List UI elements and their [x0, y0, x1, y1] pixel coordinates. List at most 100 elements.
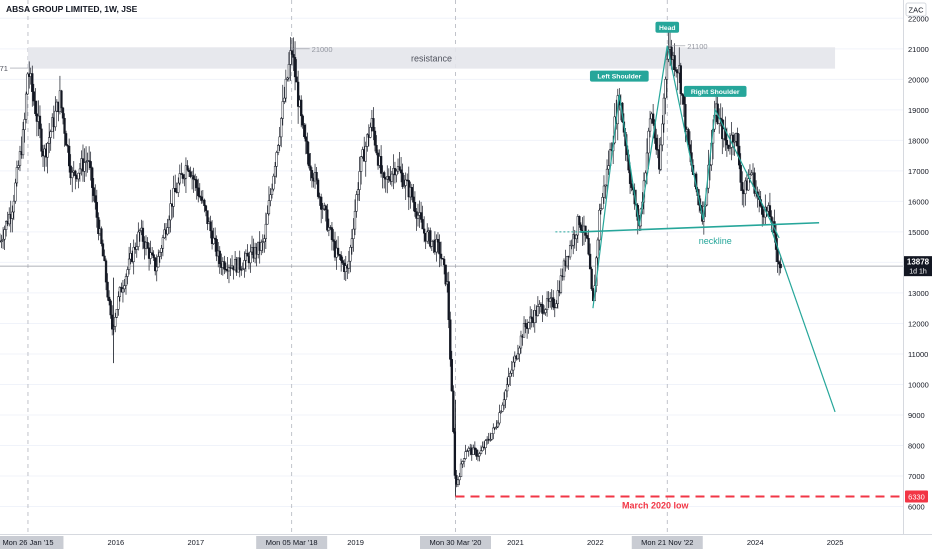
candle-body [605, 168, 609, 186]
pattern-badge-label: Right Shoulder [691, 89, 740, 96]
candle-body [277, 145, 280, 153]
candle-body [439, 253, 443, 259]
candle-body [727, 144, 730, 149]
candle-body [203, 199, 206, 207]
candle-body [576, 216, 579, 236]
candle-body [776, 249, 779, 262]
candle-body [157, 256, 160, 268]
candle-body [741, 182, 744, 191]
candle-body [187, 169, 191, 173]
candle-body [462, 458, 466, 462]
candle-body [768, 205, 772, 217]
candle-body [356, 189, 360, 195]
candle-body [260, 242, 263, 251]
candle-body [155, 266, 158, 272]
time-tick-label: Mon 05 Mar '18 [266, 538, 318, 547]
candle-body [212, 237, 215, 244]
time-tick-label: 2024 [747, 538, 764, 547]
candle-body [456, 479, 460, 485]
candle-body [527, 322, 530, 329]
time-axis[interactable]: Mon 26 Jan '15 2016 2017 Mon 05 Mar '18 2019… [0, 536, 843, 549]
candle-body [516, 353, 520, 360]
time-tick-label: 2021 [507, 538, 524, 547]
candle-body [495, 426, 498, 428]
candle-body [215, 239, 218, 257]
candle-body [475, 449, 478, 457]
candle-body [399, 169, 403, 174]
candle-body [241, 268, 244, 271]
candle-body [137, 231, 140, 247]
candle-body [687, 129, 690, 145]
candle-body [518, 347, 521, 355]
price-tick-label: 7000 [908, 472, 925, 481]
candle-body [161, 237, 165, 249]
candle-body [664, 79, 667, 99]
candle-body [404, 179, 407, 186]
candle-body [422, 228, 426, 234]
price-tick-label: 16000 [908, 197, 929, 206]
currency-badge[interactable]: ZAC [905, 2, 927, 17]
price-tick-label: 15000 [908, 228, 929, 237]
candle-body [499, 411, 503, 413]
candle-body [403, 185, 406, 187]
candle-body [379, 156, 383, 174]
candle-body [373, 130, 377, 146]
candle-body [273, 166, 277, 177]
time-tick-label: 2017 [187, 538, 204, 547]
candle-body [575, 234, 578, 240]
candle-body [60, 90, 63, 109]
candle-body [542, 312, 546, 314]
candle-body [444, 264, 447, 285]
price-axis[interactable]: 6000700080009000100001100012000130001400… [908, 14, 929, 511]
candle-body [280, 118, 283, 138]
candle-body [416, 215, 420, 219]
date-marker-badge [256, 536, 328, 549]
resistance-label: resistance [411, 53, 452, 63]
candle-body [395, 170, 398, 176]
resistance-zone[interactable]: resistance [27, 47, 836, 69]
candle-body [270, 188, 274, 195]
candle-body [579, 224, 583, 231]
candle-body [728, 147, 732, 149]
candle-body [243, 260, 246, 270]
candle-body [324, 205, 327, 211]
candle-body [588, 253, 592, 270]
candle-body [132, 246, 135, 262]
candle-body [78, 168, 82, 174]
candle-body [309, 165, 312, 171]
candle-body [761, 206, 764, 215]
candle-body [533, 310, 536, 323]
candle-body [647, 130, 650, 154]
price-tick-label: 18000 [908, 136, 929, 145]
candle-body [3, 229, 6, 240]
candle-body [401, 172, 404, 187]
candle-body [301, 115, 304, 126]
grid [0, 0, 903, 534]
candle-body [303, 124, 306, 137]
candle-body [665, 58, 669, 80]
candle-body [100, 228, 103, 244]
candle-body [83, 162, 86, 172]
candle-body [103, 255, 106, 262]
candle-body [552, 297, 555, 308]
candle-body [289, 50, 292, 65]
candle-body [278, 136, 281, 146]
candle-body [158, 252, 161, 257]
candle-body [87, 160, 91, 162]
candle-body [204, 205, 208, 211]
candle-body [14, 182, 17, 202]
candle-body [266, 213, 269, 225]
candle-body [34, 100, 37, 115]
candle-body [662, 97, 666, 125]
candle-body [320, 196, 323, 210]
candle-body [307, 153, 311, 167]
candle-body [264, 223, 268, 239]
candle-body [549, 298, 552, 302]
candle-body [290, 50, 294, 55]
candle-body [628, 169, 632, 184]
candle-body [200, 196, 203, 201]
pattern-badge [589, 70, 649, 82]
candle-body [489, 439, 492, 441]
